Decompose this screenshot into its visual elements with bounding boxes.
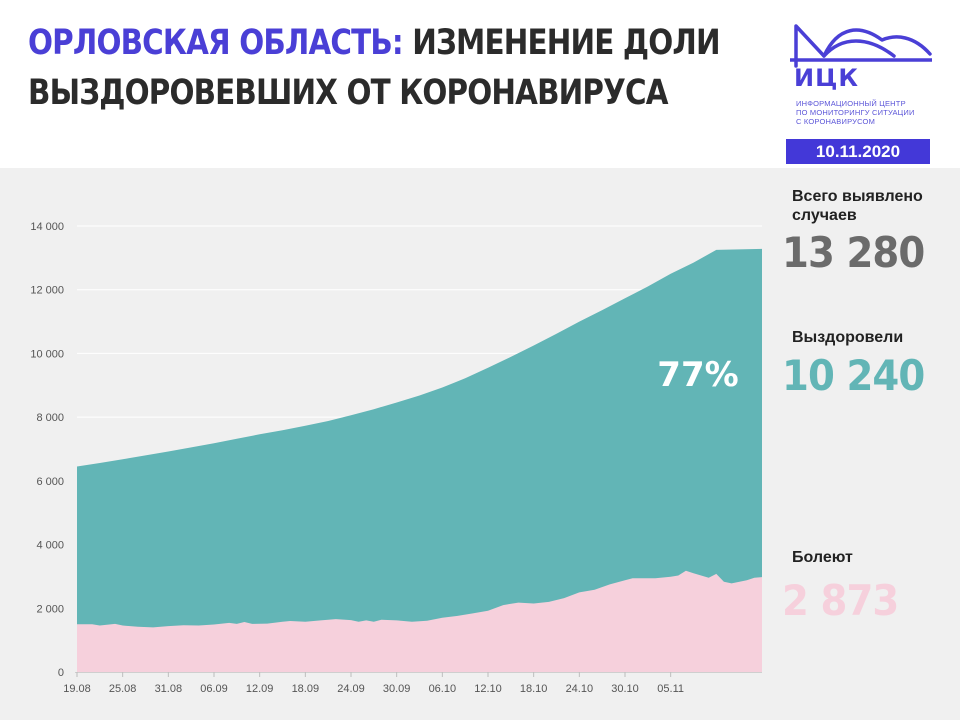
x-tick-label: 25.08 [109,683,137,695]
y-tick-label: 6 000 [36,476,64,488]
chart-areas [77,248,762,672]
y-tick-label: 2 000 [36,603,64,615]
x-tick-label: 06.10 [429,683,457,695]
page-title: ОРЛОВСКАЯ ОБЛАСТЬ: ИЗМЕНЕНИЕ ДОЛИ ВЫЗДОРО… [28,18,721,118]
recovered-share-label: 77% [657,355,738,395]
x-tick-label: 30.09 [383,683,411,695]
title-line2: ВЫЗДОРОВЕВШИХ ОТ КОРОНАВИРУСА [28,73,668,113]
sick-label: Болеют [792,549,853,566]
total-cases-value: 13 280 [782,228,925,277]
x-tick-label: 06.09 [200,683,228,695]
y-tick-label: 14 000 [30,221,64,233]
x-tick-label: 30.10 [611,683,639,695]
x-tick-label: 12.10 [474,683,502,695]
y-tick-label: 12 000 [30,285,64,297]
total-area [77,248,762,672]
logo-subtitle: ИНФОРМАЦИОННЫЙ ЦЕНТР ПО МОНИТОРИНГУ СИТУ… [796,99,915,126]
x-tick-label: 18.10 [520,683,548,695]
x-axis-ticks: 19.08 25.08 31.08 06.09 12.09 18.09 24.09 30.09… [63,672,762,695]
y-axis-ticks: 0 2 000 4 000 6 000 8 000 10 000 12 000 14 000 [30,221,64,679]
x-tick-label: 19.08 [63,683,91,695]
title-region: ОРЛОВСКАЯ ОБЛАСТЬ: [28,23,404,63]
x-tick-label: 24.09 [337,683,365,695]
x-tick-label: 24.10 [566,683,594,695]
x-tick-label: 05.11 [657,683,684,695]
y-tick-label: 4 000 [36,540,64,552]
y-tick-label: 10 000 [30,348,64,360]
title-rest: ИЗМЕНЕНИЕ ДОЛИ [402,23,720,63]
total-cases-label: Всего выявлено случаев [792,188,923,224]
logo-mark-icon [790,24,932,68]
recovered-label: Выздоровели [792,329,904,346]
x-tick-label: 18.09 [292,683,320,695]
x-tick-label: 12.09 [246,683,274,695]
y-tick-label: 8 000 [36,412,64,424]
recovered-value: 10 240 [782,351,925,400]
y-tick-label: 0 [58,667,64,679]
sick-area [77,570,762,672]
logo-name: ИЦК [794,64,859,92]
x-tick-label: 31.08 [155,683,183,695]
logo: ИЦК ИНФОРМАЦИОННЫЙ ЦЕНТР ПО МОНИТОРИНГУ … [790,20,940,126]
date-badge: 10.11.2020 [786,139,930,164]
sick-value: 2 873 [782,576,899,625]
